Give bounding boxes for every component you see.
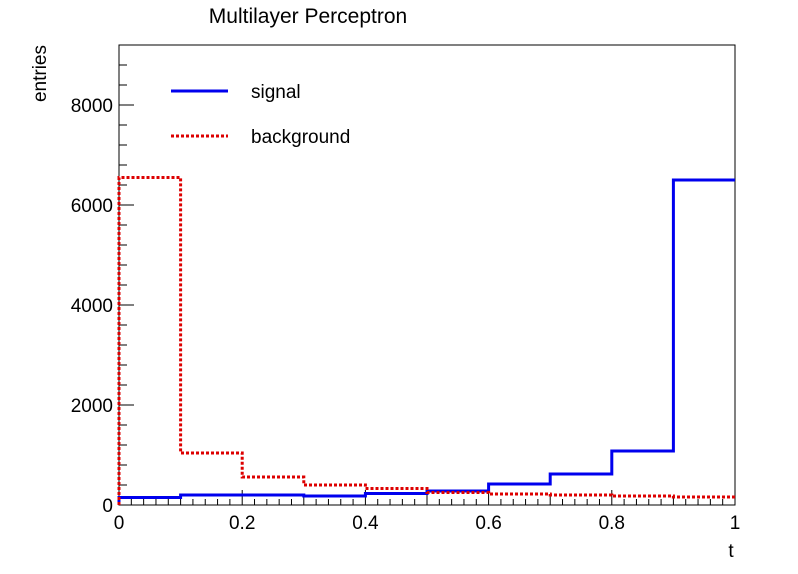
- legend-label-signal: signal: [251, 82, 301, 103]
- legend: signal background: [171, 82, 350, 148]
- x-axis-label: t: [728, 541, 734, 562]
- plot-frame: [118, 44, 736, 506]
- series-signal: [117, 178, 735, 505]
- series-line-background: [117, 176, 735, 505]
- x-tick-label: 1: [730, 513, 741, 534]
- x-tick-label: 0: [114, 513, 125, 534]
- x-tick-label: 0.2: [229, 513, 255, 534]
- x-tick-label: 0.6: [475, 513, 501, 534]
- x-tick-label: 0.8: [599, 513, 625, 534]
- series-background: [117, 176, 735, 505]
- y-tick-label: 6000: [71, 196, 113, 217]
- axis-ticks: [118, 64, 736, 506]
- y-tick-label: 2000: [71, 396, 113, 417]
- series-line-signal: [117, 178, 735, 505]
- y-tick-label: 4000: [71, 296, 113, 317]
- legend-label-background: background: [251, 127, 350, 148]
- chart-title: Multilayer Perceptron: [209, 5, 407, 28]
- y-tick-label: 0: [102, 496, 113, 517]
- y-axis-label: entries: [30, 45, 51, 102]
- series-layer: [117, 176, 735, 505]
- y-tick-label: 8000: [71, 96, 113, 117]
- x-tick-label: 0.4: [352, 513, 379, 534]
- axis-tick-labels: 0 0.2 0.4 0.6 0.8 1 0 2000 4000 6000 8000: [71, 96, 741, 534]
